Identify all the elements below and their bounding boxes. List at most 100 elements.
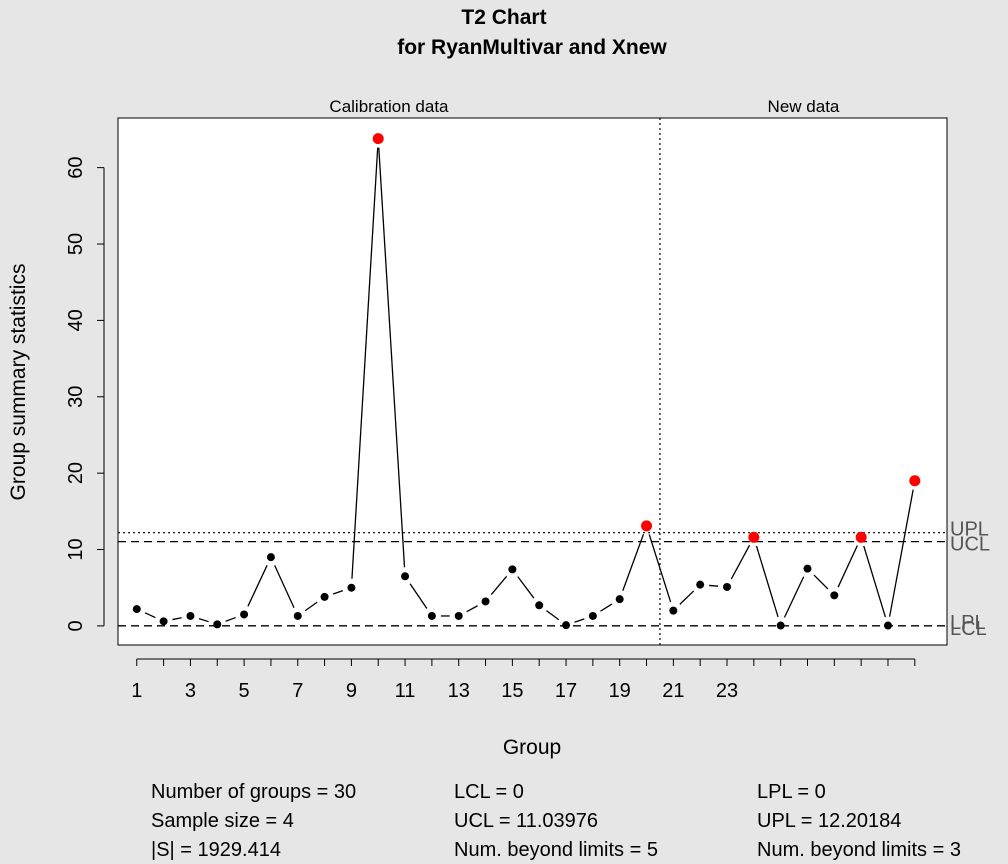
data-point-14 bbox=[481, 597, 490, 606]
x-tick-label-7: 7 bbox=[292, 680, 303, 702]
data-point-28 bbox=[855, 531, 867, 543]
data-point-4 bbox=[213, 620, 222, 629]
y-tick-label-10: 10 bbox=[65, 538, 87, 560]
x-tick-label-5: 5 bbox=[239, 680, 250, 702]
plot-area bbox=[117, 117, 948, 646]
series-segment bbox=[648, 534, 672, 603]
series-segment bbox=[622, 534, 645, 591]
data-point-6 bbox=[266, 553, 275, 562]
section-label-calibration: Calibration data bbox=[329, 97, 449, 116]
stat-ucl: UCL = 11.03976 bbox=[454, 810, 598, 832]
x-axis-label: Group bbox=[503, 736, 561, 759]
stat-lcl: LCL = 0 bbox=[454, 781, 524, 803]
series-segment bbox=[837, 545, 858, 588]
data-point-9 bbox=[347, 583, 356, 592]
x-tick-label-9: 9 bbox=[346, 680, 357, 702]
stats-panel: Number of groups = 30 Sample size = 4 |S… bbox=[151, 781, 961, 861]
data-point-26 bbox=[803, 564, 812, 573]
x-tick-label-1: 1 bbox=[131, 680, 142, 702]
series-segment bbox=[274, 565, 295, 609]
data-point-3 bbox=[186, 611, 195, 620]
data-point-2 bbox=[159, 617, 168, 626]
data-point-8 bbox=[320, 592, 329, 601]
y-axis: 0 10 20 30 40 50 60 bbox=[65, 157, 105, 631]
data-point-15 bbox=[508, 565, 517, 574]
limit-lines bbox=[118, 532, 947, 627]
series-segment bbox=[378, 147, 406, 568]
series-segment bbox=[679, 590, 695, 605]
series-t2 bbox=[132, 133, 921, 630]
series-segment bbox=[247, 565, 268, 607]
data-point-7 bbox=[293, 611, 302, 620]
y-tick-label-60: 60 bbox=[65, 157, 87, 179]
series-segment bbox=[351, 147, 379, 579]
data-point-21 bbox=[669, 606, 678, 615]
series-segment bbox=[198, 618, 209, 623]
series-segment bbox=[863, 545, 886, 618]
limit-label-ucl: UCL bbox=[950, 534, 990, 556]
section-label-new: New data bbox=[768, 97, 840, 116]
limit-label-lpl: LPL bbox=[950, 612, 986, 634]
series-segment bbox=[813, 574, 829, 590]
data-point-5 bbox=[240, 610, 249, 619]
data-point-30 bbox=[909, 475, 921, 487]
data-point-1 bbox=[132, 605, 141, 614]
stat-sample-size: Sample size = 4 bbox=[151, 810, 294, 832]
series-segment bbox=[574, 618, 585, 623]
series-segment bbox=[144, 612, 156, 619]
data-point-19 bbox=[615, 595, 624, 604]
data-point-16 bbox=[535, 601, 544, 610]
data-point-24 bbox=[748, 531, 760, 543]
stat-num-groups: Number of groups = 30 bbox=[151, 781, 356, 803]
x-tick-label-21: 21 bbox=[662, 680, 684, 702]
series-segment bbox=[490, 575, 508, 595]
limit-label-upl: UPL bbox=[950, 519, 989, 541]
stat-beyond-control: Num. beyond limits = 5 bbox=[454, 839, 658, 861]
x-tick-label-11: 11 bbox=[395, 680, 416, 702]
data-point-10 bbox=[372, 133, 384, 145]
y-axis-label: Group summary statistics bbox=[7, 264, 30, 501]
series-segment bbox=[332, 590, 344, 595]
series-segment bbox=[888, 489, 914, 617]
series-segment bbox=[409, 583, 428, 609]
limit-label-lcl: LCL bbox=[950, 618, 987, 640]
x-tick-label-15: 15 bbox=[501, 680, 523, 702]
data-point-11 bbox=[401, 572, 410, 581]
stat-upl: UPL = 12.20184 bbox=[757, 810, 901, 832]
data-point-20 bbox=[641, 520, 653, 532]
chart-subtitle: for RyanMultivar and Xnew bbox=[397, 36, 667, 59]
series-segment bbox=[172, 617, 182, 621]
y-tick-label-0: 0 bbox=[65, 620, 87, 631]
series-segment bbox=[600, 603, 613, 612]
stat-det-s: |S| = 1929.414 bbox=[151, 839, 281, 861]
x-tick-label-13: 13 bbox=[448, 680, 470, 702]
x-tick-label-19: 19 bbox=[609, 680, 631, 702]
data-point-27 bbox=[830, 591, 839, 600]
x-axis: 1 3 5 7 9 11 13 15 17 19 21 23 bbox=[131, 658, 916, 702]
chart-title: T2 Chart bbox=[461, 6, 546, 29]
data-point-22 bbox=[696, 580, 705, 589]
data-point-13 bbox=[454, 611, 463, 620]
series-segment bbox=[546, 610, 560, 621]
series-segment bbox=[709, 584, 719, 587]
x-tick-label-17: 17 bbox=[555, 680, 577, 702]
stat-beyond-prediction: Num. beyond limits = 3 bbox=[757, 839, 961, 861]
stat-lpl: LPL = 0 bbox=[757, 781, 826, 803]
x-tick-label-3: 3 bbox=[185, 680, 196, 702]
y-tick-label-50: 50 bbox=[65, 233, 87, 255]
y-tick-label-20: 20 bbox=[65, 462, 87, 484]
x-tick-label-23: 23 bbox=[716, 680, 738, 702]
section-layer: Calibration data New data bbox=[329, 97, 840, 645]
data-point-29 bbox=[883, 621, 892, 630]
y-tick-label-40: 40 bbox=[65, 309, 87, 331]
series-segment bbox=[225, 616, 236, 622]
series-segment bbox=[755, 545, 779, 618]
data-point-23 bbox=[723, 582, 732, 591]
data-point-17 bbox=[562, 621, 571, 630]
series-segment bbox=[730, 544, 751, 580]
series-segment bbox=[466, 605, 478, 613]
series-segment bbox=[783, 576, 805, 618]
data-point-18 bbox=[588, 611, 597, 620]
